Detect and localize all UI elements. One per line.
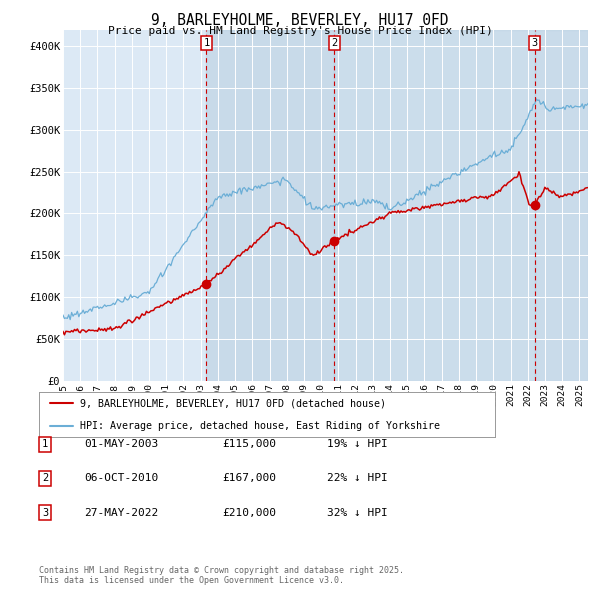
Bar [535, 30, 588, 381]
Text: 01-MAY-2003: 01-MAY-2003 [84, 440, 158, 449]
Bar [334, 30, 535, 381]
Text: 19% ↓ HPI: 19% ↓ HPI [327, 440, 388, 449]
Bar [206, 30, 334, 381]
Text: 9, BARLEYHOLME, BEVERLEY, HU17 0FD (detached house): 9, BARLEYHOLME, BEVERLEY, HU17 0FD (deta… [80, 398, 386, 408]
Text: HPI: Average price, detached house, East Riding of Yorkshire: HPI: Average price, detached house, East… [80, 421, 440, 431]
Text: 3: 3 [532, 38, 538, 48]
Text: 27-MAY-2022: 27-MAY-2022 [84, 508, 158, 517]
Text: 1: 1 [42, 440, 48, 449]
Text: £115,000: £115,000 [222, 440, 276, 449]
Text: 1: 1 [203, 38, 209, 48]
Text: 22% ↓ HPI: 22% ↓ HPI [327, 474, 388, 483]
Text: £210,000: £210,000 [222, 508, 276, 517]
Text: £167,000: £167,000 [222, 474, 276, 483]
Text: 06-OCT-2010: 06-OCT-2010 [84, 474, 158, 483]
Text: 2: 2 [331, 38, 337, 48]
Text: 3: 3 [42, 508, 48, 517]
Text: Price paid vs. HM Land Registry's House Price Index (HPI): Price paid vs. HM Land Registry's House … [107, 26, 493, 36]
Text: 32% ↓ HPI: 32% ↓ HPI [327, 508, 388, 517]
Text: Contains HM Land Registry data © Crown copyright and database right 2025.
This d: Contains HM Land Registry data © Crown c… [39, 566, 404, 585]
Text: 2: 2 [42, 474, 48, 483]
Text: 9, BARLEYHOLME, BEVERLEY, HU17 0FD: 9, BARLEYHOLME, BEVERLEY, HU17 0FD [151, 13, 449, 28]
